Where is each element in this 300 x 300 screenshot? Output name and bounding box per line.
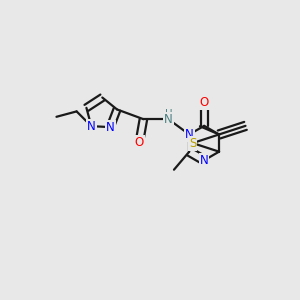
Text: N: N	[87, 120, 96, 133]
Text: H: H	[165, 109, 172, 118]
Text: O: O	[200, 96, 209, 109]
Text: S: S	[189, 136, 196, 150]
Text: N: N	[200, 154, 208, 167]
Text: N: N	[106, 121, 115, 134]
Text: O: O	[135, 136, 144, 149]
Text: N: N	[185, 128, 194, 141]
Text: N: N	[164, 113, 173, 126]
